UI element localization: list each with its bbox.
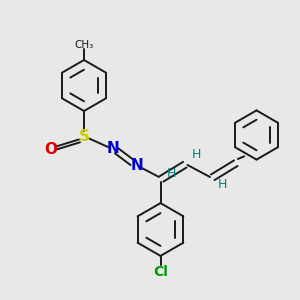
Text: H: H <box>192 148 201 161</box>
Text: Cl: Cl <box>153 265 168 278</box>
Text: S: S <box>79 129 89 144</box>
Text: CH₃: CH₃ <box>74 40 94 50</box>
Text: N: N <box>130 158 143 172</box>
Text: H: H <box>217 178 227 191</box>
Text: N: N <box>106 141 119 156</box>
Text: O: O <box>44 142 58 157</box>
Text: H: H <box>167 167 177 180</box>
